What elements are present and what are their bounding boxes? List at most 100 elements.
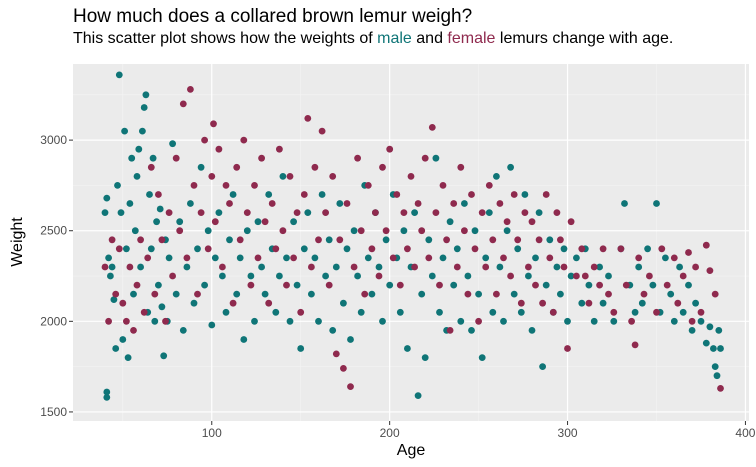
female-point: [564, 345, 571, 352]
female-point: [226, 200, 233, 207]
female-point: [535, 236, 543, 244]
female-point: [432, 209, 440, 217]
female-point: [204, 245, 212, 253]
male-point: [644, 245, 651, 253]
male-point: [135, 145, 143, 153]
female-point: [628, 317, 635, 325]
male-point: [482, 254, 490, 262]
female-point: [646, 272, 653, 280]
female-point: [229, 299, 237, 307]
female-point: [386, 145, 394, 153]
female-point: [165, 209, 173, 217]
male-point: [107, 272, 114, 280]
male-point: [546, 236, 554, 244]
female-point: [581, 272, 589, 280]
male-point: [201, 281, 209, 289]
female-point: [144, 254, 152, 262]
male-point: [485, 209, 493, 217]
female-point: [151, 290, 159, 298]
male-point: [265, 191, 273, 198]
female-point: [482, 263, 490, 271]
male-point: [279, 173, 287, 180]
male-point: [247, 272, 255, 280]
female-point: [123, 317, 130, 325]
male-point: [254, 218, 262, 226]
male-point: [204, 227, 212, 235]
female-point: [265, 299, 273, 307]
female-point: [343, 200, 351, 207]
male-point: [190, 299, 198, 307]
y-tick-label: 1500: [40, 405, 67, 419]
male-point: [149, 154, 157, 162]
male-point: [103, 394, 111, 401]
female-point: [507, 272, 514, 280]
male-point: [332, 263, 340, 271]
male-point: [436, 308, 443, 316]
female-point: [308, 263, 315, 271]
female-point: [325, 281, 333, 289]
male-point: [176, 218, 184, 226]
male-point: [599, 299, 607, 307]
female-point: [372, 209, 379, 217]
male-point: [155, 281, 162, 289]
male-point: [124, 354, 132, 361]
female-point: [439, 182, 447, 189]
female-point: [215, 145, 223, 153]
female-point: [528, 218, 536, 226]
male-point: [610, 317, 618, 325]
male-point: [428, 272, 436, 280]
data-points: [101, 71, 724, 401]
subtitle-text-end: lemurs change with age.: [495, 30, 674, 47]
male-point: [605, 272, 612, 280]
male-point: [276, 272, 283, 280]
female-point: [375, 272, 383, 280]
male-point: [692, 299, 699, 307]
male-point: [308, 290, 315, 298]
female-point: [236, 236, 244, 244]
male-point: [688, 327, 696, 334]
female-point: [567, 218, 575, 226]
male-point: [117, 209, 125, 217]
female-point: [336, 236, 344, 244]
male-point: [197, 163, 205, 171]
male-point: [140, 104, 148, 111]
male-point: [336, 200, 344, 207]
female-point: [521, 209, 529, 217]
female-point: [187, 86, 194, 93]
male-point: [286, 317, 294, 325]
male-point: [517, 308, 525, 316]
male-point: [226, 236, 233, 244]
female-point: [140, 308, 148, 316]
female-point: [279, 227, 287, 235]
male-point: [468, 327, 475, 334]
y-tick-label: 3000: [40, 133, 67, 147]
female-point: [517, 299, 525, 307]
male-point: [318, 191, 326, 198]
male-point: [697, 317, 705, 325]
male-point: [539, 363, 546, 370]
female-point: [560, 263, 568, 271]
male-point: [183, 263, 191, 271]
male-point: [110, 296, 118, 303]
female-point: [354, 154, 361, 162]
female-point: [674, 299, 682, 307]
female-point: [105, 317, 112, 325]
male-point: [439, 254, 447, 262]
female-point: [183, 254, 191, 262]
female-point: [617, 245, 625, 253]
male-point: [194, 245, 201, 253]
female-point: [578, 245, 586, 253]
male-point: [293, 281, 301, 289]
male-point: [425, 236, 433, 244]
male-point: [290, 218, 297, 226]
female-point: [500, 254, 507, 262]
male-point: [713, 372, 721, 380]
male-point: [103, 388, 111, 396]
male-point: [151, 317, 159, 325]
female-point: [147, 163, 155, 171]
male-point: [710, 345, 717, 352]
male-point: [400, 227, 408, 235]
female-point: [679, 272, 687, 280]
male-point: [461, 200, 468, 207]
male-point: [500, 317, 507, 325]
